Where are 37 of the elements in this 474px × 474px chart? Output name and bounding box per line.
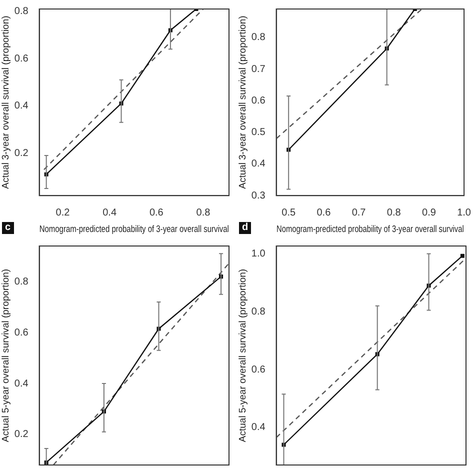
y-tick-label: 0.8 — [14, 276, 29, 288]
y-tick-label: 0.6 — [14, 327, 29, 338]
y-tick-label: 0.3 — [251, 190, 266, 202]
x-axis-title: Nomogram-predicted probability of 3-year overall survival — [39, 223, 230, 234]
y-tick-label: 0.7 — [251, 64, 266, 75]
x-tick-label: 0.5 — [282, 207, 296, 218]
x-tick-label: 1.0 — [457, 207, 472, 218]
chart-title: c — [2, 222, 14, 234]
y-tick-label: 0.4 — [14, 378, 29, 390]
y-axis-title: Actual 5-year overall survival (proportion) — [237, 268, 248, 442]
y-axis-title: Actual 3-year overall survival (proportion) — [237, 16, 248, 189]
y-tick-label: 0.6 — [251, 95, 266, 106]
x-tick-label: 0.8 — [386, 207, 402, 218]
y-tick-label: 0.8 — [251, 32, 266, 44]
x-tick-label: 0.6 — [149, 207, 164, 218]
y-tick-label: 0.6 — [14, 53, 29, 64]
y-tick-label: 1.0 — [251, 248, 266, 260]
y-tick-label: 0.4 — [14, 100, 29, 112]
y-tick-label: 0.8 — [14, 6, 29, 18]
x-tick-label: 0.6 — [316, 207, 332, 218]
y-tick-label: 0.2 — [14, 148, 29, 159]
x-tick-label: 0.9 — [422, 207, 436, 218]
y-tick-label: 0.2 — [14, 429, 29, 440]
chart-title: d — [239, 222, 252, 234]
point — [460, 254, 464, 258]
x-axis-title: Nomogram-predicted probability of 3-year overall survival — [276, 223, 464, 234]
x-tick-label: 0.2 — [56, 207, 70, 218]
y-tick-label: 0.4 — [251, 422, 266, 434]
y-axis-title: Actual 5-year overall survival (proportion) — [0, 268, 12, 442]
x-tick-label: 0.8 — [196, 207, 211, 218]
y-tick-label: 0.6 — [251, 364, 266, 376]
y-axis-title: Actual 3-year overall survival (proportion) — [0, 16, 12, 189]
x-tick-label: 0.7 — [352, 207, 366, 218]
y-tick-label: 0.8 — [251, 306, 266, 318]
x-tick-label: 0.4 — [102, 207, 117, 218]
y-tick-label: 0.4 — [251, 158, 266, 170]
y-tick-label: 0.5 — [251, 127, 266, 138]
